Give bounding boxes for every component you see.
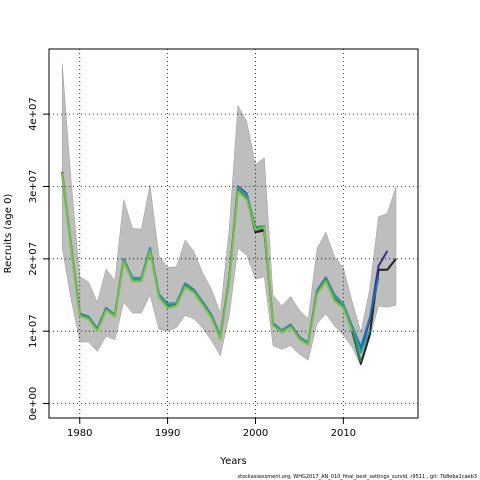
y-tick-label: 3e+07: [28, 170, 39, 204]
grid-layer: [49, 49, 418, 418]
confidence-band-layer: [61, 63, 397, 367]
y-axis: 0e+00 1e+07 2e+07 3e+07 4e+07: [28, 97, 49, 420]
series-layer: [61, 171, 397, 365]
y-tick-label: 0e+00: [28, 387, 39, 421]
x-tick-label: 1980: [67, 428, 92, 439]
x-axis-title: Years: [219, 456, 246, 467]
x-tick-label: 1990: [155, 428, 180, 439]
footer-credit: stockassessment.org, WHG2017_AN_010_fina…: [238, 474, 477, 480]
x-tick-label: 2010: [331, 428, 356, 439]
y-tick-label: 4e+07: [28, 97, 39, 131]
x-tick-label: 2000: [243, 428, 268, 439]
plot-frame: [48, 48, 419, 419]
y-tick-label: 2e+07: [28, 242, 39, 276]
x-axis: 1980 1990 2000 2010: [67, 418, 356, 439]
confidence-band: [61, 63, 397, 367]
series-line-6: [61, 172, 354, 346]
y-axis-title: Recruits (age 0): [3, 194, 14, 274]
y-tick-label: 1e+07: [28, 314, 39, 348]
